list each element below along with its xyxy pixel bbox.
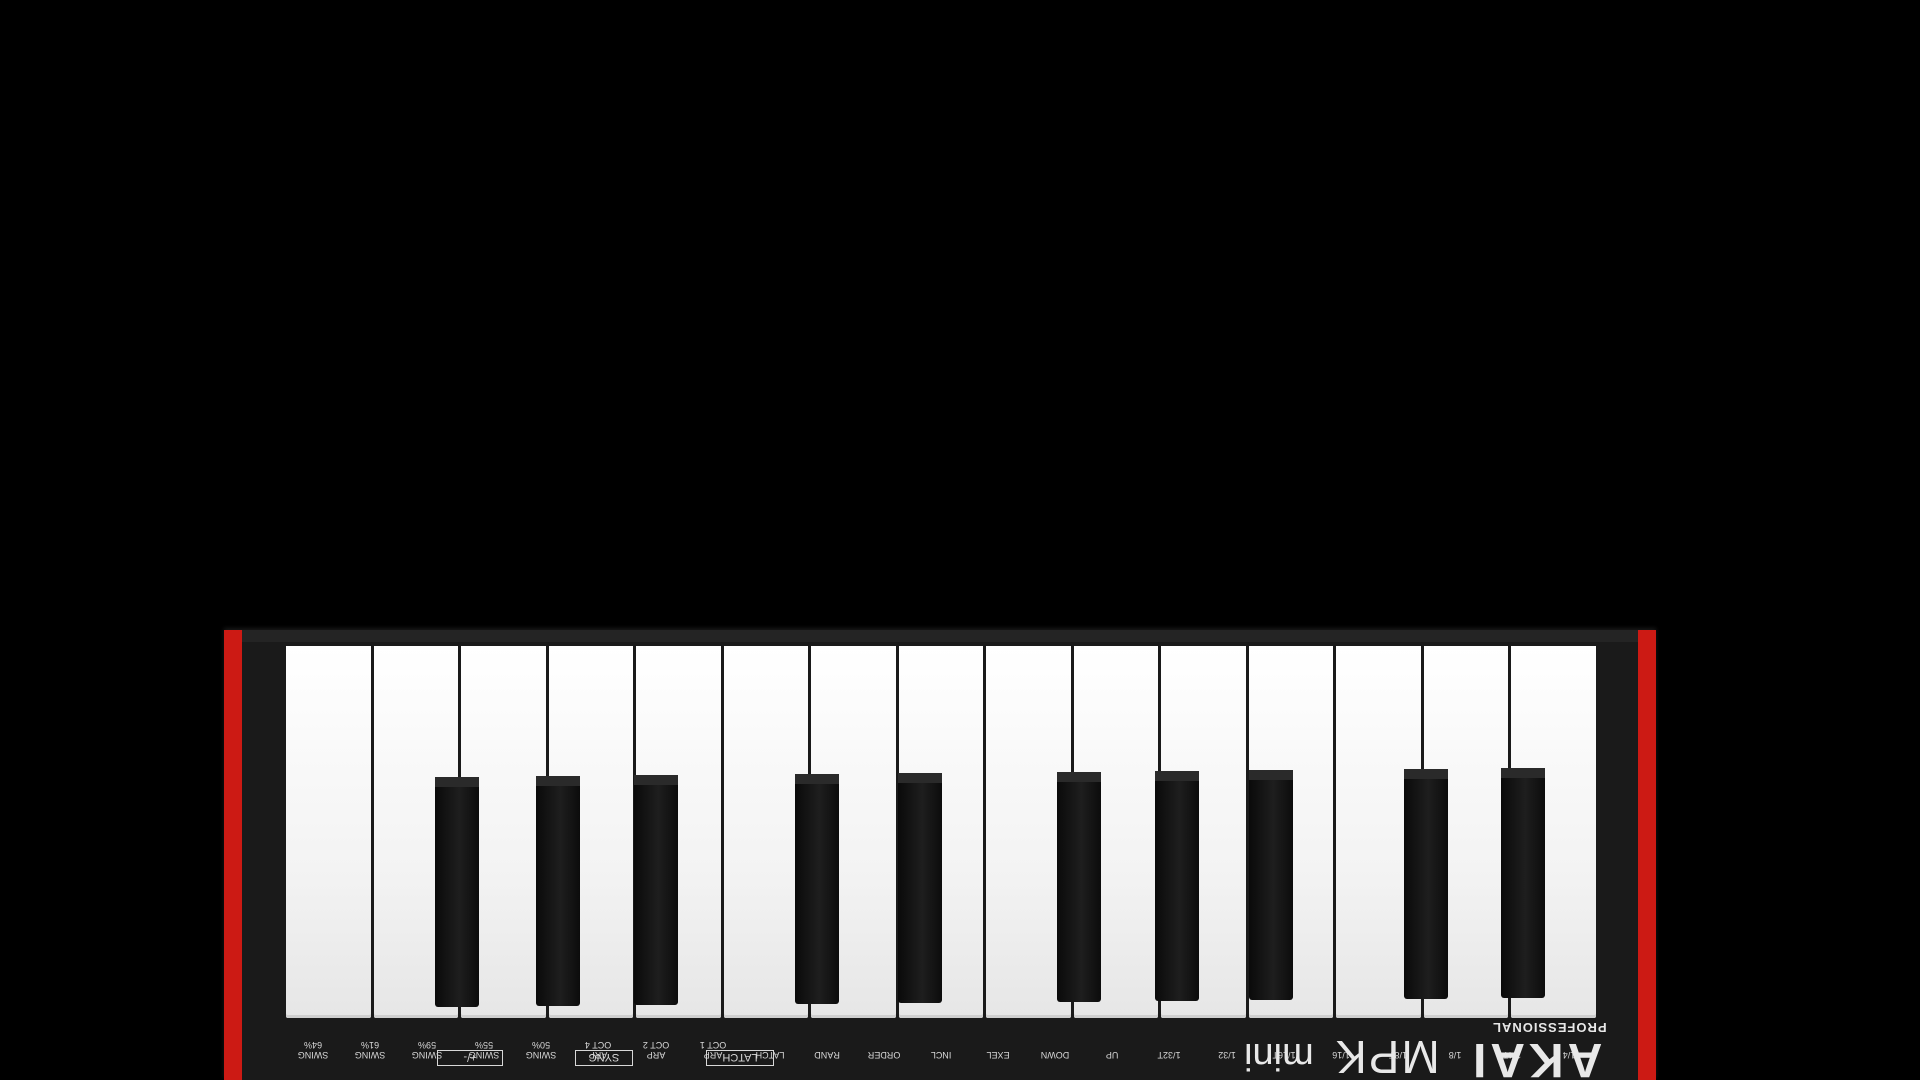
black-key[interactable] bbox=[795, 774, 839, 1004]
key-label: ORDER bbox=[867, 1050, 901, 1060]
key-label: SWING 64% bbox=[297, 1040, 329, 1060]
right-side-panel bbox=[1638, 630, 1656, 1080]
black-key[interactable] bbox=[1155, 771, 1199, 1001]
latch-label: LATCH bbox=[706, 1050, 774, 1066]
keybed-rail bbox=[242, 630, 1638, 642]
sync-label: SYNC bbox=[575, 1050, 633, 1066]
black-key[interactable] bbox=[1249, 770, 1293, 1000]
black-key[interactable] bbox=[435, 777, 479, 1007]
key-label: EXEL bbox=[986, 1050, 1010, 1060]
key-label: RAND bbox=[814, 1050, 840, 1060]
white-key[interactable] bbox=[286, 646, 371, 1018]
black-key[interactable] bbox=[536, 776, 580, 1006]
key-label: SWING 61% bbox=[354, 1040, 386, 1060]
key-label: UP bbox=[1106, 1050, 1119, 1060]
key-label: ARP OCT 2 bbox=[642, 1040, 669, 1060]
white-key[interactable] bbox=[723, 646, 809, 1018]
model-name: MPK bbox=[1334, 1031, 1440, 1080]
black-key[interactable] bbox=[1404, 769, 1448, 999]
black-key[interactable] bbox=[898, 773, 942, 1003]
midi-keyboard: SWING 64% SWING 61% SWING 59% SWING 55% … bbox=[224, 630, 1656, 1080]
black-key[interactable] bbox=[634, 775, 678, 1005]
key-label: INCL bbox=[930, 1050, 952, 1060]
key-label: 1/32T bbox=[1157, 1050, 1181, 1060]
model-suffix: mini bbox=[1244, 1035, 1314, 1077]
black-key[interactable] bbox=[1501, 768, 1545, 998]
brand-subtitle: PROFESSIONAL bbox=[1492, 1020, 1607, 1035]
key-label: DOWN bbox=[1041, 1050, 1070, 1060]
brand-logo: AKAI bbox=[1469, 1033, 1603, 1080]
key-label: SWING 50% bbox=[526, 1040, 557, 1060]
white-key[interactable] bbox=[986, 646, 1071, 1018]
plus-minus-label: +/- bbox=[437, 1050, 503, 1066]
black-key[interactable] bbox=[1057, 772, 1101, 1002]
left-side-panel bbox=[224, 630, 242, 1080]
